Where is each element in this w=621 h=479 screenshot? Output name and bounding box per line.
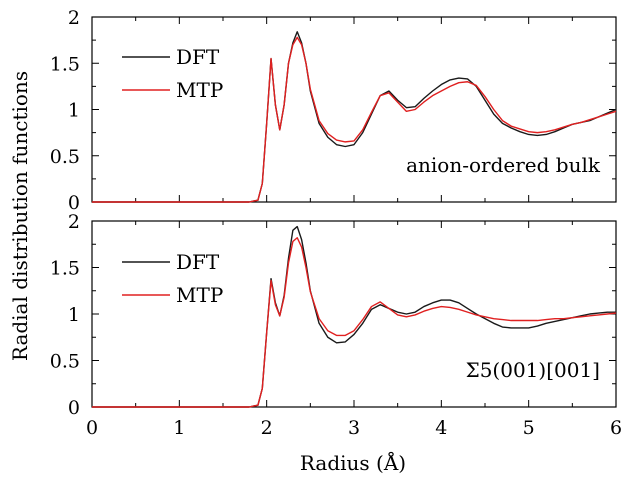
x-tick-label: 4	[435, 417, 447, 439]
series-line-mtp	[92, 36, 617, 203]
y-tick-label: 0	[68, 397, 80, 419]
series-line-mtp	[92, 237, 617, 408]
y-tick-label: 1.5	[50, 53, 80, 75]
legend-label-dft: DFT	[176, 250, 220, 274]
legend-label-dft: DFT	[176, 45, 220, 69]
x-tick-label: 1	[173, 417, 185, 439]
x-tick-label: 0	[86, 417, 98, 439]
y-axis-title: Radial distribution functions	[8, 71, 32, 361]
y-tick-label: 1	[68, 100, 80, 122]
y-tick-label: 2	[68, 211, 80, 233]
y-tick-label: 1	[68, 304, 80, 326]
y-tick-label: 2	[68, 7, 80, 29]
y-tick-label: 1.5	[50, 258, 80, 280]
x-axis-title: Radius (Å)	[300, 450, 406, 475]
y-tick-label: 0	[68, 192, 80, 214]
legend-label-mtp: MTP	[176, 283, 223, 307]
panel-annotation: Σ5(001)[001]	[466, 358, 600, 382]
x-tick-label: 6	[610, 417, 621, 439]
x-tick-label: 2	[261, 417, 273, 439]
legend-label-mtp: MTP	[176, 78, 223, 102]
panel-annotation: anion-ordered bulk	[406, 153, 601, 177]
y-tick-label: 0.5	[50, 351, 80, 373]
x-tick-label: 3	[348, 417, 360, 439]
x-tick-label: 5	[523, 417, 535, 439]
y-tick-label: 0.5	[50, 146, 80, 168]
